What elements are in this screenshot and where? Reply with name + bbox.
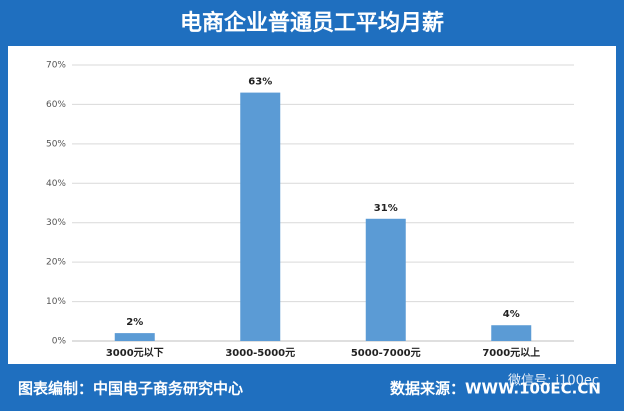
x-tick-label: 5000-7000元 <box>351 347 421 359</box>
y-tick-label: 20% <box>46 258 66 268</box>
data-label: 31% <box>374 203 398 214</box>
data-label: 4% <box>503 309 520 320</box>
bar <box>365 218 406 341</box>
x-tick-label: 3000元以下 <box>106 347 164 359</box>
footer-compiler: 图表编制：中国电子商务研究中心 <box>18 380 243 398</box>
x-tick-label: 3000-5000元 <box>225 347 295 359</box>
y-tick-label: 30% <box>46 218 66 228</box>
bar <box>114 333 155 341</box>
chart-panel <box>8 46 616 364</box>
y-tick-label: 50% <box>46 139 66 149</box>
y-tick-label: 40% <box>46 179 66 189</box>
chart-title: 电商企业普通员工平均月薪 <box>180 10 444 36</box>
y-tick-label: 60% <box>46 100 66 110</box>
bar <box>240 92 281 341</box>
y-tick-label: 0% <box>52 337 67 347</box>
x-tick-label: 7000元以上 <box>482 346 540 359</box>
watermark: 微信号: i100ec <box>508 374 599 389</box>
footer-source: 数据来源：WWW.100EC.CN <box>390 380 601 398</box>
y-tick-label: 70% <box>46 61 66 71</box>
data-label: 2% <box>126 317 143 328</box>
y-tick-label: 10% <box>46 297 66 307</box>
data-label: 63% <box>248 77 272 88</box>
bar <box>491 325 532 341</box>
